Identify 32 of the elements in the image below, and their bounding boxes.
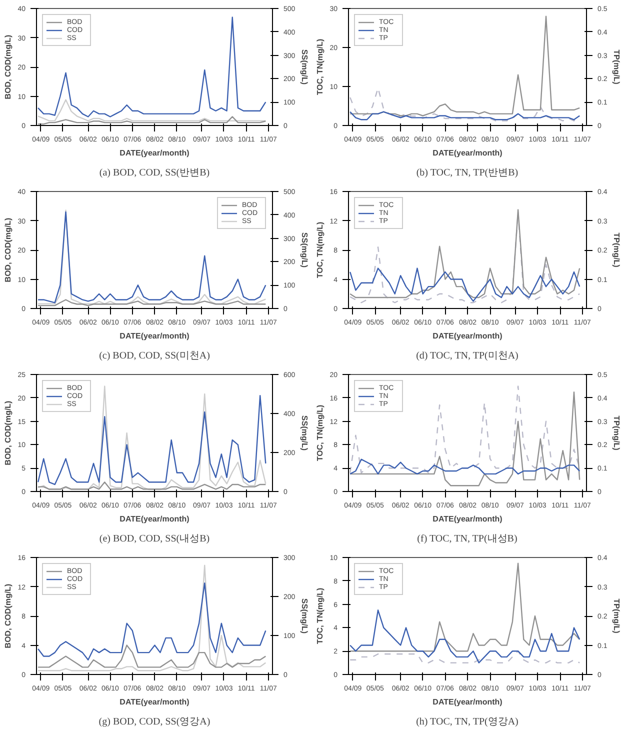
- x-axis-title: DATE(year/month): [120, 332, 190, 340]
- text: (c) BOD, COD, SS(미천A): [99, 350, 210, 362]
- y2-axis-title: SS(mg/L): [300, 232, 310, 268]
- y-axis-title: BOD, COD(mg/L): [4, 583, 13, 648]
- x-axis-title: DATE(year/month): [120, 698, 190, 706]
- y2-axis-title: SS(mg/L): [300, 49, 310, 85]
- text: (e) BOD, COD, SS(내성B): [99, 534, 210, 544]
- x-axis-title: DATE(year/month): [432, 332, 503, 340]
- y-axis-title: TOC, TN(mg/L): [316, 588, 325, 644]
- x-axis-title: DATE(year/month): [432, 514, 503, 524]
- x-axis-title: DATE(year/month): [120, 514, 190, 524]
- x-axis-title: DATE(year/month): [432, 698, 503, 706]
- y2-axis-title: TP(mg/L): [612, 416, 622, 451]
- y-axis-title: TOC, TN(mg/L): [316, 404, 325, 462]
- y-axis-title: BOD, COD(mg/L): [4, 217, 13, 282]
- text: (a) BOD, COD, SS(반변B): [99, 168, 210, 178]
- text: (f) TOC, TN, TP(내성B): [417, 534, 518, 544]
- text: (b) TOC, TN, TP(반변B): [416, 168, 518, 178]
- y2-axis-title: TP(mg/L): [612, 232, 622, 268]
- y2-axis-title: TP(mg/L): [612, 50, 622, 85]
- text: (d) TOC, TN, TP(미천A): [416, 350, 518, 362]
- y2-axis-title: SS(mg/L): [300, 598, 310, 634]
- y-axis-title: BOD, COD(mg/L): [4, 400, 13, 466]
- y2-axis-title: TP(mg/L): [612, 598, 622, 634]
- y-axis-title: BOD, COD(mg/L): [4, 34, 13, 100]
- text: (g) BOD, COD, SS(영강A): [98, 716, 210, 728]
- text: (h) TOC, TN, TP(영강A): [416, 716, 518, 728]
- x-axis-title: DATE(year/month): [432, 148, 503, 158]
- y-axis-title: TOC, TN(mg/L): [316, 38, 325, 96]
- y2-axis-title: SS(mg/L): [300, 415, 310, 451]
- x-axis-title: DATE(year/month): [120, 148, 190, 158]
- y-axis-title: TOC, TN(mg/L): [316, 222, 325, 278]
